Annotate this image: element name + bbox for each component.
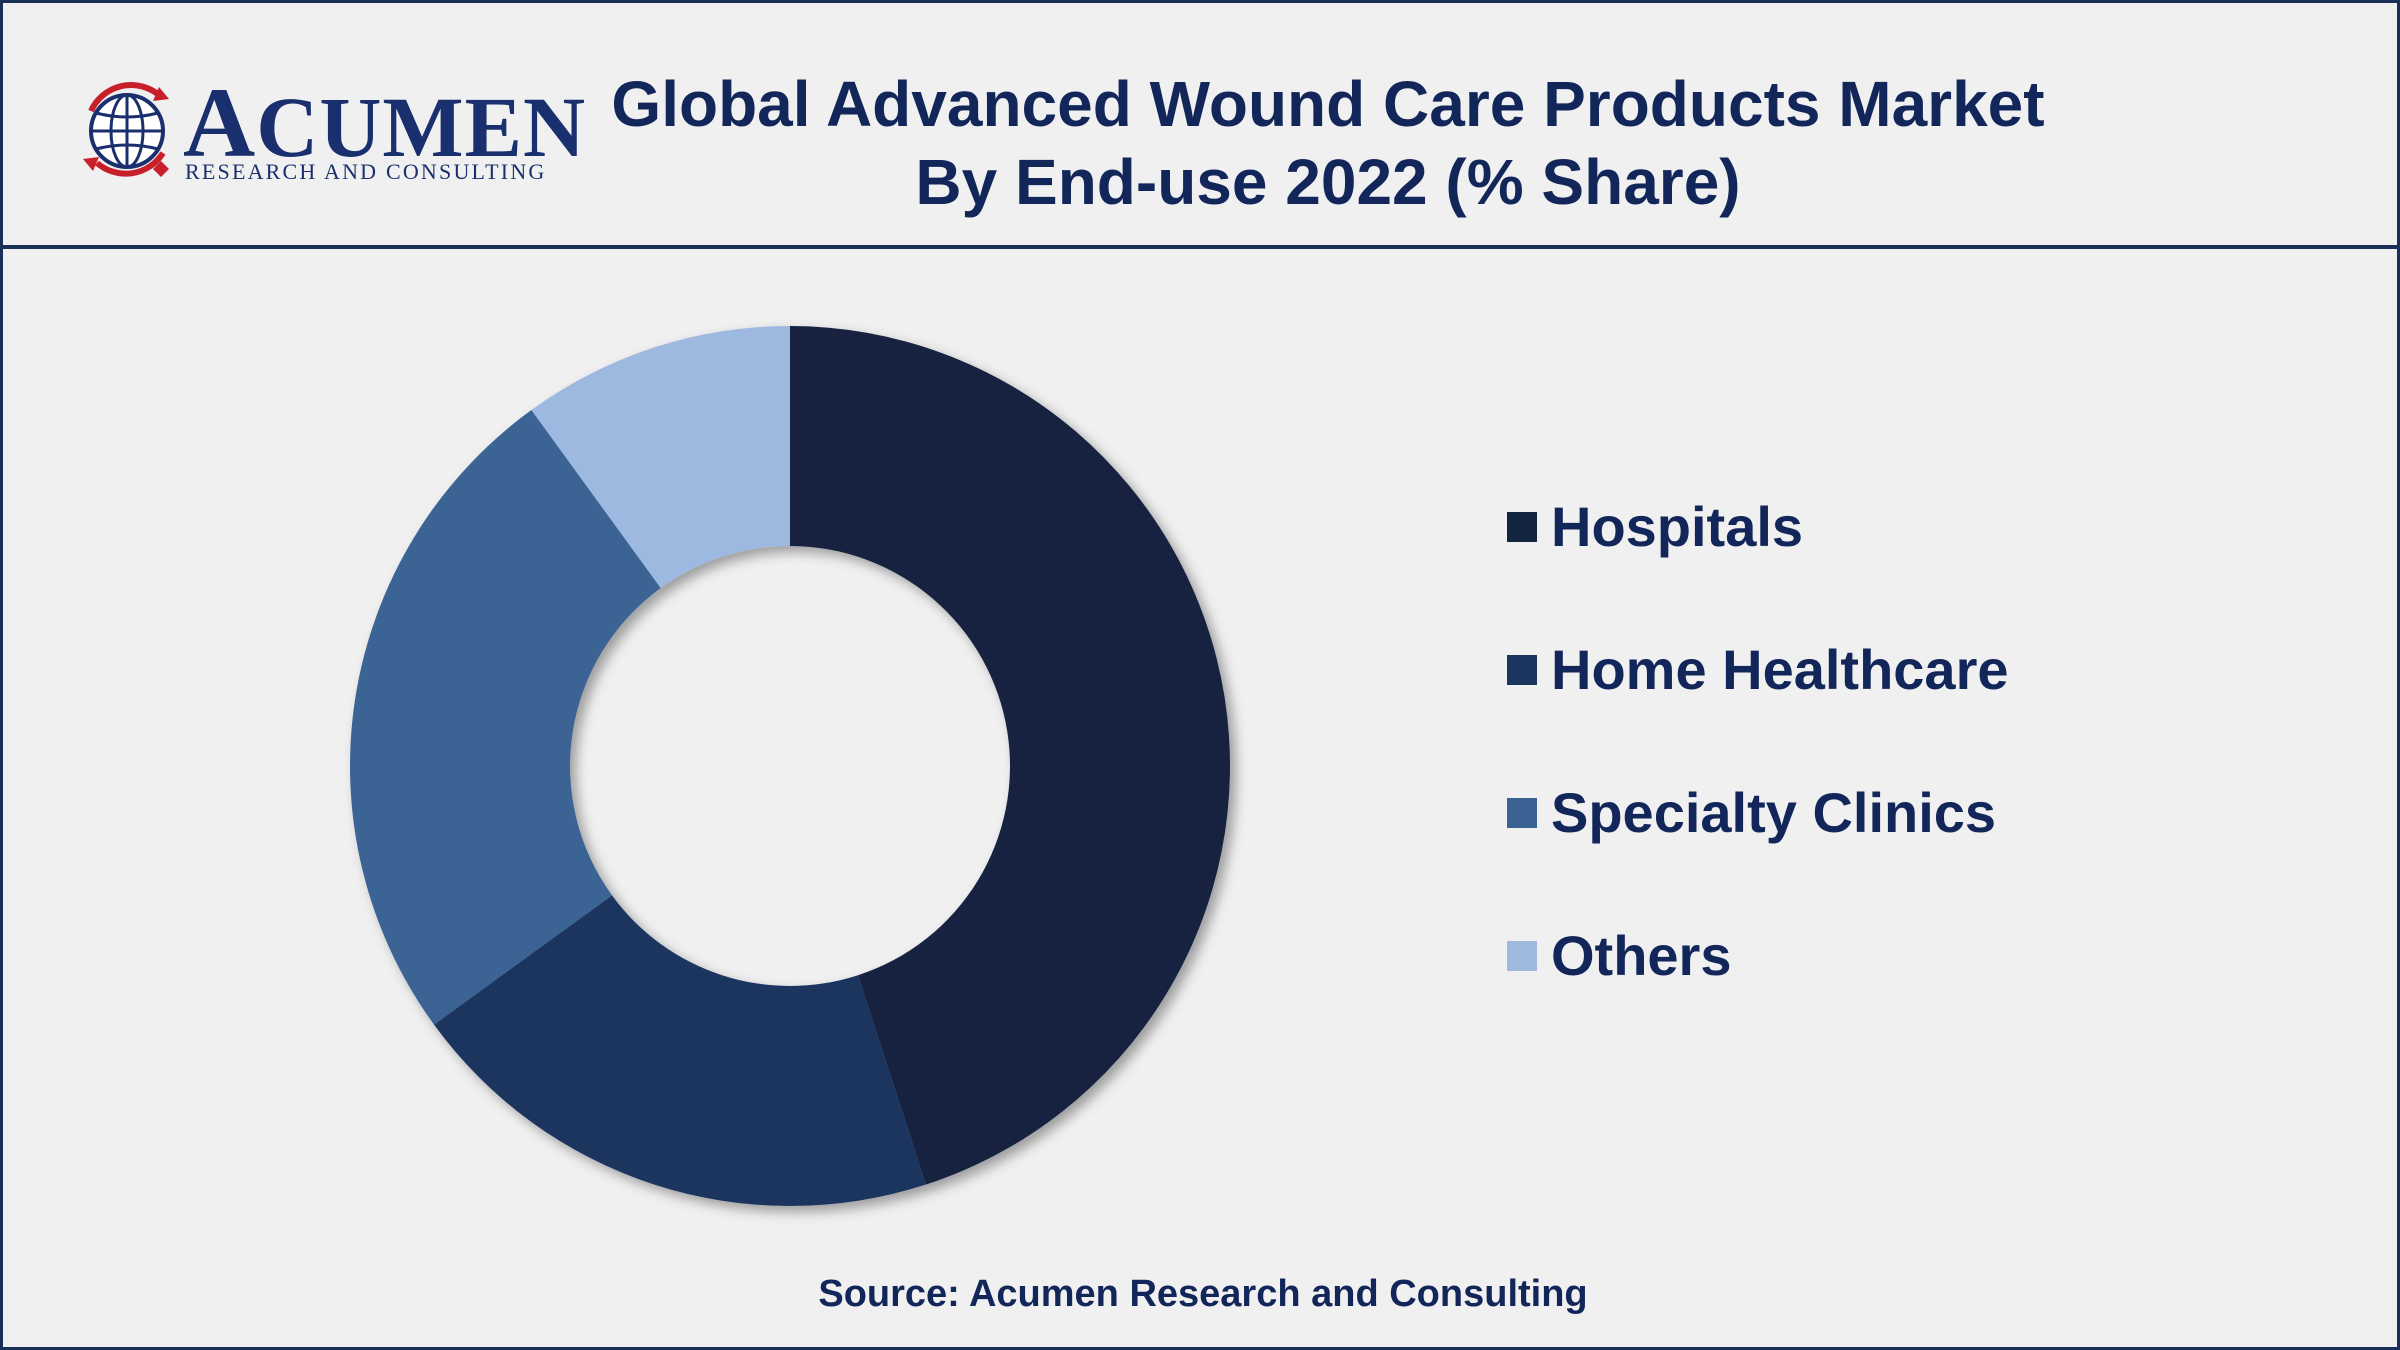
legend-swatch	[1507, 798, 1537, 828]
logo-subtitle: RESEARCH AND CONSULTING	[185, 159, 547, 184]
chart-title-line-2: By End-use 2022 (% Share)	[915, 146, 1741, 218]
legend-item: Home Healthcare	[1507, 631, 2009, 774]
globe-icon	[83, 82, 169, 177]
logo-wordmark: ACUMEN	[183, 67, 587, 178]
chart-title-line-1: Global Advanced Wound Care Products Mark…	[611, 68, 2045, 140]
legend-swatch	[1507, 655, 1537, 685]
chart-legend: Hospitals Home Healthcare Specialty Clinic…	[1507, 488, 2009, 1060]
acumen-logo: ACUMEN RESEARCH AND CONSULTING	[79, 73, 585, 187]
donut-slice-home-healthcare	[434, 895, 926, 1206]
chart-title: Global Advanced Wound Care Products Mark…	[533, 65, 2123, 221]
legend-swatch	[1507, 512, 1537, 542]
donut-slice-specialty-clinics	[350, 410, 661, 1025]
legend-item: Others	[1507, 917, 2009, 1060]
legend-item: Hospitals	[1507, 488, 2009, 631]
legend-label: Others	[1551, 924, 1732, 987]
legend-swatch	[1507, 941, 1537, 971]
donut-slice-hospitals	[790, 326, 1230, 1185]
legend-item: Specialty Clinics	[1507, 774, 2009, 917]
legend-label: Home Healthcare	[1551, 638, 2009, 701]
header: ACUMEN RESEARCH AND CONSULTING Global Ad…	[3, 3, 2397, 249]
donut-slice-others	[531, 326, 790, 589]
legend-label: Hospitals	[1551, 495, 1804, 558]
donut-chart	[350, 326, 1230, 1206]
source-note: Source: Acumen Research and Consulting	[818, 1273, 1588, 1315]
legend-label: Specialty Clinics	[1551, 781, 1997, 844]
